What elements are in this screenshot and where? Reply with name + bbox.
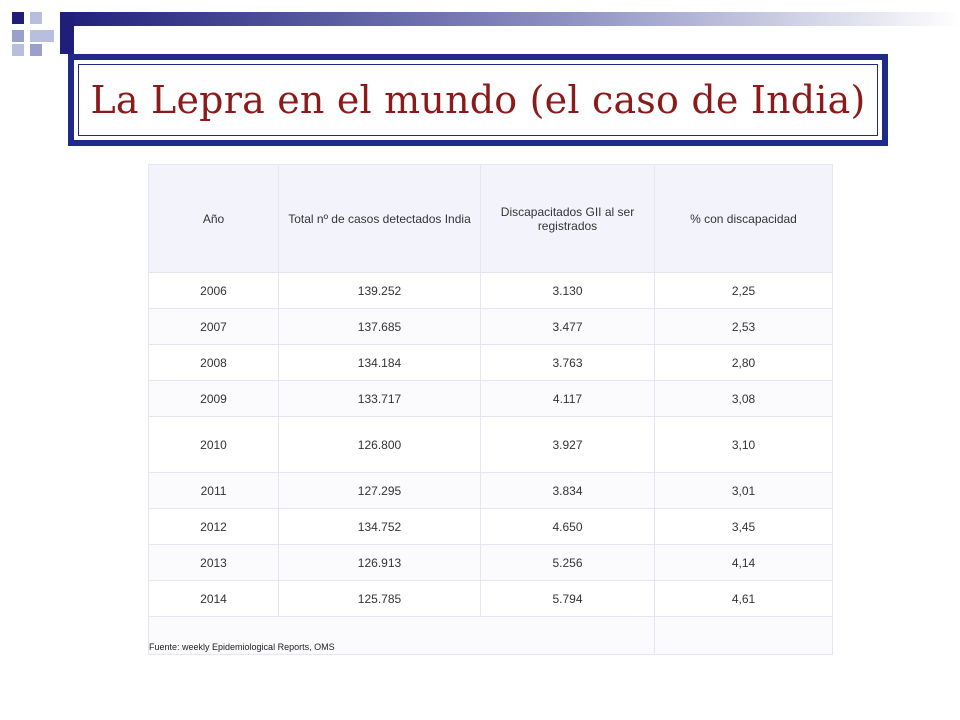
cell-total-cases: 134.184 bbox=[278, 344, 481, 381]
cell-disabled: 4.650 bbox=[480, 508, 655, 545]
decor-square bbox=[12, 12, 24, 24]
cell-year: 2013 bbox=[148, 544, 279, 581]
cell-year: 2010 bbox=[148, 416, 279, 473]
column-header-year: Año bbox=[148, 164, 279, 273]
cell-disabled: 5.256 bbox=[480, 544, 655, 581]
cell-total-cases: 125.785 bbox=[278, 580, 481, 617]
decor-square bbox=[12, 30, 24, 42]
empty-cell bbox=[654, 616, 833, 655]
cell-percent: 3,08 bbox=[654, 380, 833, 417]
column-header-disabled-gii: Discapacitados GII al ser registrados bbox=[480, 164, 655, 273]
cell-total-cases: 139.252 bbox=[278, 272, 481, 309]
table-row: 2012 134.752 4.650 3,45 bbox=[148, 508, 833, 545]
cell-disabled: 5.794 bbox=[480, 580, 655, 617]
cell-percent: 2,53 bbox=[654, 308, 833, 345]
cell-total-cases: 126.913 bbox=[278, 544, 481, 581]
table-row: 2006 139.252 3.130 2,25 bbox=[148, 272, 833, 309]
cell-year: 2008 bbox=[148, 344, 279, 381]
column-header-total-cases: Total nº de casos detectados India bbox=[278, 164, 481, 273]
decor-square bbox=[30, 30, 54, 42]
cell-year: 2007 bbox=[148, 308, 279, 345]
cell-percent: 4,14 bbox=[654, 544, 833, 581]
title-frame: La Lepra en el mundo (el caso de India) bbox=[68, 54, 888, 146]
cell-disabled: 3.927 bbox=[480, 416, 655, 473]
cell-year: 2011 bbox=[148, 472, 279, 509]
cell-disabled: 3.130 bbox=[480, 272, 655, 309]
table-row: 2009 133.717 4.117 3,08 bbox=[148, 380, 833, 417]
cell-percent: 3,01 bbox=[654, 472, 833, 509]
cell-disabled: 4.117 bbox=[480, 380, 655, 417]
table-row: 2014 125.785 5.794 4,61 bbox=[148, 580, 833, 617]
cell-percent: 3,45 bbox=[654, 508, 833, 545]
cell-total-cases: 137.685 bbox=[278, 308, 481, 345]
decor-square bbox=[12, 44, 24, 56]
header-side-bar bbox=[60, 12, 74, 54]
header-gradient-bar bbox=[60, 12, 960, 26]
cell-percent: 2,25 bbox=[654, 272, 833, 309]
column-header-percent-disability: % con discapacidad bbox=[654, 164, 833, 273]
cell-year: 2012 bbox=[148, 508, 279, 545]
cell-disabled: 3.834 bbox=[480, 472, 655, 509]
cell-year: 2009 bbox=[148, 380, 279, 417]
cell-total-cases: 133.717 bbox=[278, 380, 481, 417]
table-row: 2008 134.184 3.763 2,80 bbox=[148, 344, 833, 381]
cell-total-cases: 134.752 bbox=[278, 508, 481, 545]
cell-percent: 4,61 bbox=[654, 580, 833, 617]
cell-disabled: 3.763 bbox=[480, 344, 655, 381]
leprosy-india-table: Año Total nº de casos detectados India D… bbox=[148, 164, 833, 655]
decor-square bbox=[30, 44, 42, 56]
slide-title: La Lepra en el mundo (el caso de India) bbox=[90, 78, 866, 122]
table-row: 2010 126.800 3.927 3,10 bbox=[148, 416, 833, 473]
cell-percent: 2,80 bbox=[654, 344, 833, 381]
cell-year: 2014 bbox=[148, 580, 279, 617]
cell-disabled: 3.477 bbox=[480, 308, 655, 345]
decor-square bbox=[30, 12, 42, 24]
table-row: 2011 127.295 3.834 3,01 bbox=[148, 472, 833, 509]
source-note: Fuente: weekly Epidemiological Reports, … bbox=[148, 616, 655, 655]
table-row: 2013 126.913 5.256 4,14 bbox=[148, 544, 833, 581]
table-source-row: Fuente: weekly Epidemiological Reports, … bbox=[148, 616, 833, 655]
cell-year: 2006 bbox=[148, 272, 279, 309]
table-header-row: Año Total nº de casos detectados India D… bbox=[148, 164, 833, 273]
cell-percent: 3,10 bbox=[654, 416, 833, 473]
cell-total-cases: 127.295 bbox=[278, 472, 481, 509]
table-row: 2007 137.685 3.477 2,53 bbox=[148, 308, 833, 345]
cell-total-cases: 126.800 bbox=[278, 416, 481, 473]
